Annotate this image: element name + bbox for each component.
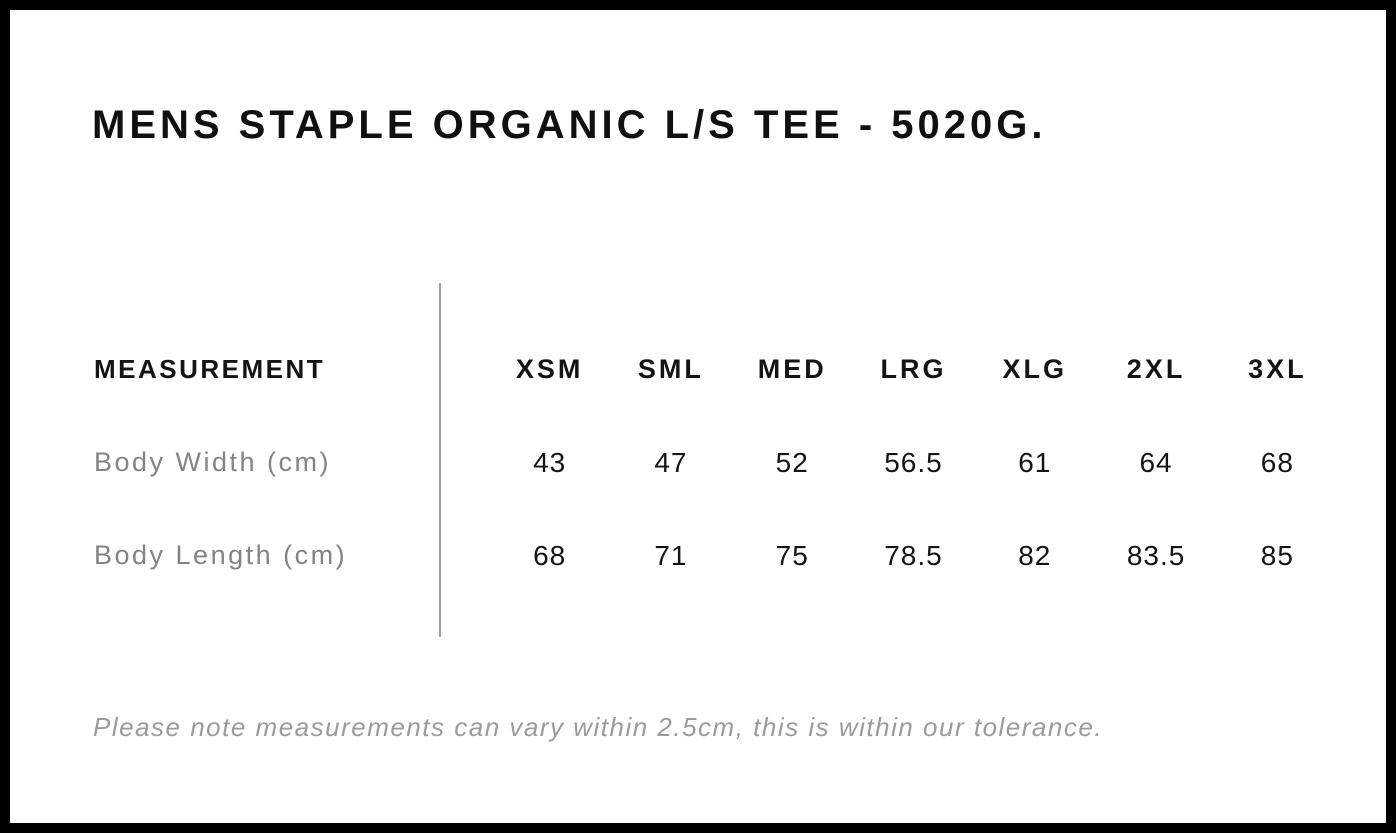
size-chart-row-body-width: Body Width (cm) 43 47 52 56.5 61 64 68 (94, 416, 1338, 509)
size-column-header-3xl: 3XL (1248, 354, 1307, 384)
size-column-header-2xl: 2XL (1126, 354, 1186, 384)
size-column-header-xlg: XLG (1002, 354, 1068, 384)
cell-body-width-xlg: 61 (1018, 446, 1052, 478)
row-label-body-length: Body Length (cm) (94, 540, 348, 570)
size-column-header-lrg: LRG (880, 354, 947, 384)
tolerance-note: Please note measurements can vary within… (93, 712, 1104, 742)
size-chart-table: MEASUREMENT XSM SML MED LRG XLG 2XL 3XL … (94, 323, 1338, 602)
cell-body-width-sml: 47 (654, 446, 688, 478)
size-column-header-xsm: XSM (515, 354, 584, 384)
size-chart-header-row: MEASUREMENT XSM SML MED LRG XLG 2XL 3XL (94, 323, 1338, 416)
cell-body-length-xlg: 82 (1018, 539, 1052, 571)
cell-body-width-xsm: 43 (533, 446, 567, 478)
cell-body-length-med: 75 (775, 539, 809, 571)
cell-body-length-2xl: 83.5 (1126, 539, 1186, 571)
row-label-body-width: Body Width (cm) (94, 447, 332, 477)
cell-body-width-3xl: 68 (1260, 446, 1294, 478)
cell-body-width-med: 52 (775, 446, 809, 478)
page-title: MENS STAPLE ORGANIC L/S TEE - 5020G. (92, 103, 1047, 147)
cell-body-length-sml: 71 (654, 539, 688, 571)
measurement-column-header: MEASUREMENT (94, 354, 326, 384)
cell-body-width-lrg: 56.5 (884, 446, 943, 478)
cell-body-length-3xl: 85 (1260, 539, 1294, 571)
size-column-header-med: MED (757, 354, 827, 384)
cell-body-width-2xl: 64 (1139, 446, 1173, 478)
size-chart-row-body-length: Body Length (cm) 68 71 75 78.5 82 83.5 8… (94, 509, 1338, 602)
size-column-header-sml: SML (637, 354, 704, 384)
cell-body-length-lrg: 78.5 (884, 539, 943, 571)
table-column-divider (439, 283, 441, 637)
cell-body-length-xsm: 68 (533, 539, 567, 571)
